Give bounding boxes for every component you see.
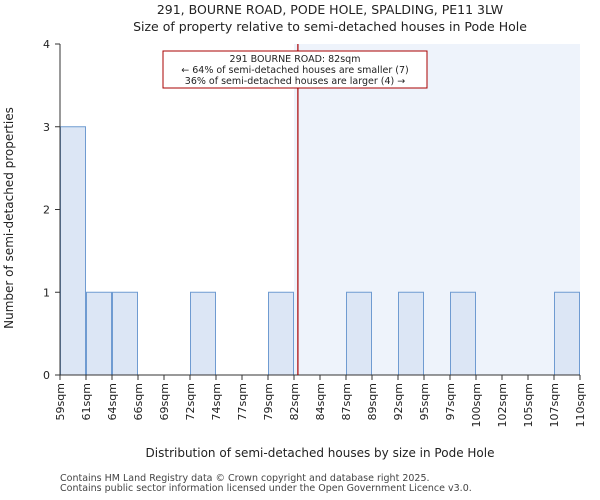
- footer-licence: Contains public sector information licen…: [60, 483, 472, 494]
- x-tick-label-66sqm: 66sqm: [132, 383, 145, 420]
- y-axis-label: Number of semi-detached properties: [2, 107, 16, 329]
- annotation-line-1: 291 BOURNE ROAD: 82sqm: [230, 54, 361, 65]
- bar-79sqm: [268, 291, 294, 376]
- highlight-region: [294, 44, 580, 375]
- x-tick-label-82sqm: 82sqm: [288, 383, 301, 420]
- x-tick-label-64sqm: 64sqm: [106, 383, 119, 420]
- bar-107sqm: [554, 291, 580, 376]
- x-tick-label-97sqm: 97sqm: [444, 383, 457, 420]
- bar-64sqm: [112, 291, 138, 376]
- y-tick-label-3: 3: [43, 121, 50, 134]
- annotation-line-3: 36% of semi-detached houses are larger (…: [185, 76, 405, 87]
- bar-97sqm: [450, 291, 476, 376]
- x-tick-label-74sqm: 74sqm: [210, 383, 223, 420]
- bar-61sqm: [86, 291, 112, 376]
- annotation-box: [162, 50, 428, 89]
- x-tick-label-61sqm: 61sqm: [80, 383, 93, 420]
- x-tick-label-92sqm: 92sqm: [392, 383, 405, 420]
- bar-92sqm: [398, 291, 424, 376]
- x-tick-label-87sqm: 87sqm: [340, 383, 353, 420]
- x-tick-label-72sqm: 72sqm: [184, 383, 197, 420]
- bar-72sqm: [190, 291, 216, 376]
- chart-subtitle: Size of property relative to semi-detach…: [133, 19, 527, 34]
- x-axis-label: Distribution of semi-detached houses by …: [146, 446, 495, 460]
- footer-copyright: Contains HM Land Registry data © Crown c…: [60, 473, 430, 484]
- x-tick-label-110sqm: 110sqm: [574, 383, 587, 427]
- y-tick-label-2: 2: [43, 204, 50, 217]
- bar-87sqm: [346, 291, 372, 376]
- bar-59sqm: [60, 126, 86, 376]
- x-tick-label-105sqm: 105sqm: [522, 383, 535, 427]
- y-tick-label-1: 1: [43, 286, 50, 299]
- x-tick-label-84sqm: 84sqm: [314, 383, 327, 420]
- x-tick-label-95sqm: 95sqm: [418, 383, 431, 420]
- x-tick-label-69sqm: 69sqm: [158, 383, 171, 420]
- x-tick-label-89sqm: 89sqm: [366, 383, 379, 420]
- y-tick-label-0: 0: [43, 369, 50, 382]
- x-tick-label-59sqm: 59sqm: [54, 383, 67, 420]
- annotation-line-2: ← 64% of semi-detached houses are smalle…: [181, 65, 409, 76]
- x-tick-label-77sqm: 77sqm: [236, 383, 249, 420]
- x-tick-label-100sqm: 100sqm: [470, 383, 483, 427]
- chart-title: 291, BOURNE ROAD, PODE HOLE, SPALDING, P…: [157, 2, 503, 17]
- x-tick-label-102sqm: 102sqm: [496, 383, 509, 427]
- x-tick-label-79sqm: 79sqm: [262, 383, 275, 420]
- y-tick-label-4: 4: [43, 38, 50, 51]
- x-tick-label-107sqm: 107sqm: [548, 383, 561, 427]
